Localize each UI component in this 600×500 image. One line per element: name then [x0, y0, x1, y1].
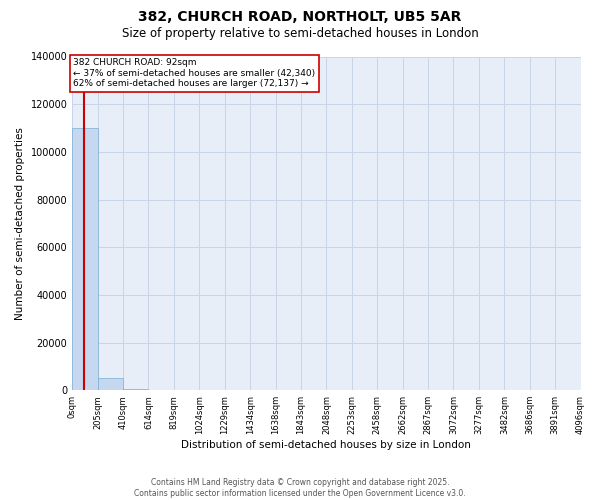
- Bar: [98, 378, 123, 390]
- Text: Contains HM Land Registry data © Crown copyright and database right 2025.
Contai: Contains HM Land Registry data © Crown c…: [134, 478, 466, 498]
- Text: 382, CHURCH ROAD, NORTHOLT, UB5 5AR: 382, CHURCH ROAD, NORTHOLT, UB5 5AR: [139, 10, 461, 24]
- Text: Size of property relative to semi-detached houses in London: Size of property relative to semi-detach…: [122, 28, 478, 40]
- Y-axis label: Number of semi-detached properties: Number of semi-detached properties: [15, 127, 25, 320]
- Bar: [72, 128, 98, 390]
- X-axis label: Distribution of semi-detached houses by size in London: Distribution of semi-detached houses by …: [181, 440, 472, 450]
- Text: 382 CHURCH ROAD: 92sqm
← 37% of semi-detached houses are smaller (42,340)
62% of: 382 CHURCH ROAD: 92sqm ← 37% of semi-det…: [73, 58, 316, 88]
